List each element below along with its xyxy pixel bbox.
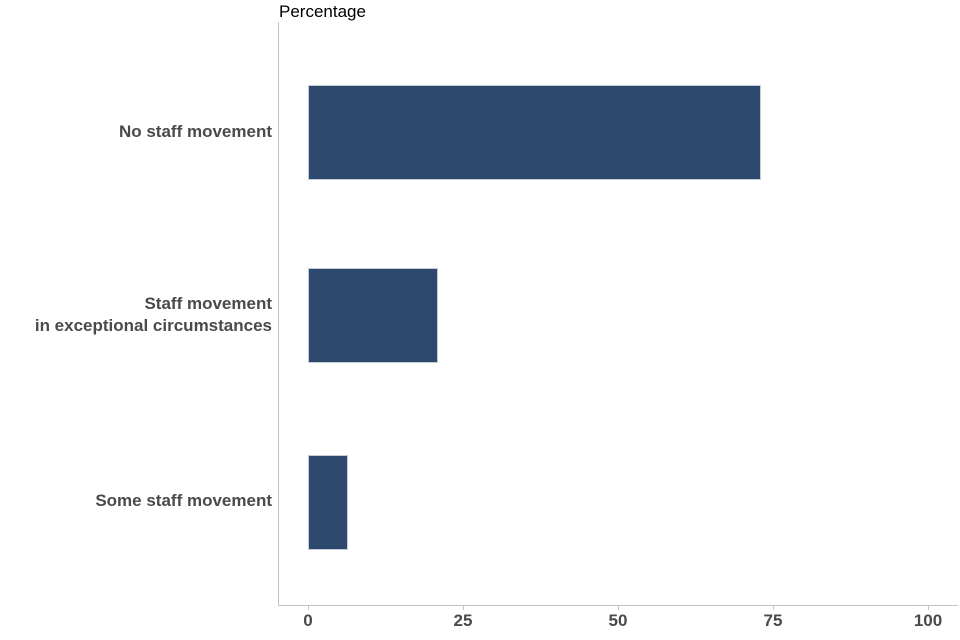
x-tick-label: 50 (608, 611, 628, 630)
x-tick-mark (618, 605, 619, 610)
x-tick-mark (463, 605, 464, 610)
y-axis-line (278, 22, 279, 605)
bar (308, 85, 761, 180)
x-tick-mark (308, 605, 309, 610)
x-tick-label: 25 (453, 611, 473, 630)
category-label: No staff movement (118, 122, 272, 141)
category-label: Staff movement in exceptional circumstanc… (34, 294, 272, 335)
bar (308, 455, 348, 550)
x-tick-label: 0 (303, 611, 313, 630)
x-tick-label: 75 (763, 611, 783, 630)
bar (308, 268, 438, 363)
x-tick-label: 100 (913, 611, 943, 630)
chart-title: Percentage (279, 2, 366, 21)
category-label: Some staff movement (95, 491, 272, 510)
x-tick-mark (773, 605, 774, 610)
x-tick-mark (928, 605, 929, 610)
